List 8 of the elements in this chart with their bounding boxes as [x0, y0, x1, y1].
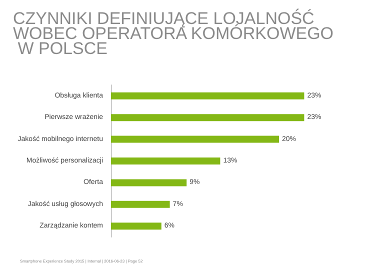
- bar: [111, 200, 170, 208]
- bar: [111, 222, 162, 230]
- bar: [111, 92, 304, 100]
- bar: [111, 136, 279, 143]
- bar: [111, 158, 220, 164]
- bar: [111, 179, 187, 186]
- bar: [111, 114, 304, 122]
- chart-title: CZYNNIKI DEFINIUJĄCE LOJALNOŚĆ WOBEC OPERATORA KOMÓRKOWEGO W POLSCE: [13, 8, 334, 58]
